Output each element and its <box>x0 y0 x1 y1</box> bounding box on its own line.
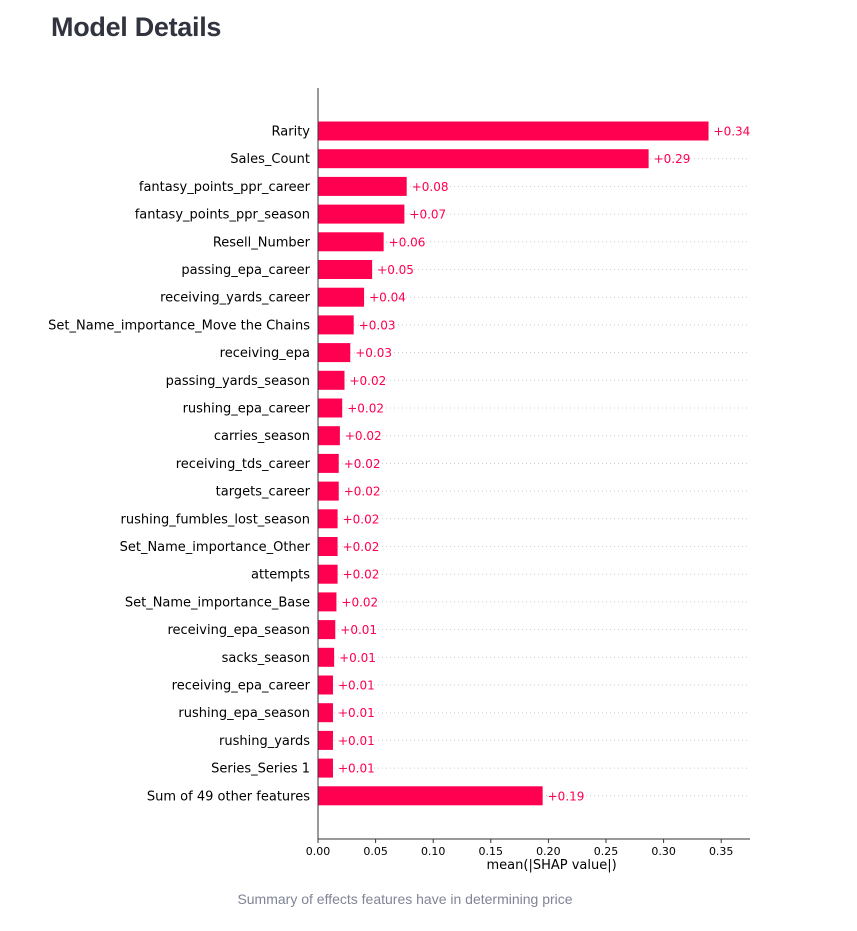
category-label: sacks_season <box>222 651 310 666</box>
x-tick-label: 0.30 <box>651 845 676 858</box>
bar <box>318 786 543 806</box>
bar <box>318 730 333 750</box>
category-label: receiving_yards_career <box>160 291 311 306</box>
value-labels: +0.34 +0.29 +0.08 +0.07 +0.06 +0.05 +0.04 +0.03… <box>338 125 750 804</box>
bar <box>318 564 338 584</box>
value-label: +0.04 <box>369 291 406 305</box>
value-label: +0.08 <box>412 180 449 194</box>
bar <box>318 315 354 335</box>
category-label: receiving_epa <box>220 346 310 361</box>
value-label: +0.34 <box>714 125 751 139</box>
value-label: +0.02 <box>347 402 384 416</box>
bar <box>318 370 345 390</box>
bar <box>318 426 340 446</box>
value-label: +0.01 <box>338 679 375 693</box>
category-label: carries_season <box>214 429 310 444</box>
x-tick-label: 0.15 <box>479 845 504 858</box>
value-label: +0.02 <box>349 374 386 388</box>
category-label: Set_Name_importance_Move the Chains <box>48 318 310 333</box>
value-label: +0.03 <box>359 318 396 332</box>
bar <box>318 592 337 612</box>
value-label: +0.01 <box>338 706 375 720</box>
grid-lines <box>318 130 750 797</box>
bar <box>318 647 335 667</box>
value-label: +0.02 <box>344 457 381 471</box>
value-label: +0.02 <box>341 595 378 609</box>
category-label: Set_Name_importance_Base <box>125 595 310 610</box>
bar <box>318 121 709 141</box>
value-label: +0.02 <box>343 568 380 582</box>
x-tick-label: 0.25 <box>594 845 619 858</box>
category-label: passing_yards_season <box>166 374 310 389</box>
bar <box>318 176 407 196</box>
category-label: passing_epa_career <box>181 263 310 278</box>
bar <box>318 481 339 501</box>
value-label: +0.29 <box>654 152 691 166</box>
category-label: rushing_epa_season <box>178 706 310 721</box>
bar <box>318 343 351 363</box>
bar <box>318 675 333 695</box>
x-tick-label: 0.05 <box>363 845 388 858</box>
value-label: +0.07 <box>409 208 446 222</box>
value-label: +0.01 <box>339 651 376 665</box>
category-labels: Rarity Sales_Count fantasy_points_ppr_care… <box>48 125 310 805</box>
value-label: +0.01 <box>338 734 375 748</box>
x-ticks: 0.00 0.05 0.10 0.15 0.20 0.25 0.30 0.35 <box>306 839 734 858</box>
value-label: +0.01 <box>340 623 377 637</box>
value-label: +0.05 <box>377 263 414 277</box>
bar <box>318 260 373 279</box>
value-label: +0.03 <box>355 346 392 360</box>
bar <box>318 703 333 723</box>
x-tick-label: 0.35 <box>709 845 734 858</box>
category-label: Resell_Number <box>213 235 311 250</box>
category-label: rushing_epa_career <box>183 402 311 417</box>
x-tick-label: 0.00 <box>306 845 331 858</box>
category-label: Series_Series 1 <box>211 762 310 777</box>
category-label: receiving_epa_career <box>172 679 311 694</box>
category-label: fantasy_points_ppr_career <box>139 180 311 195</box>
bar <box>318 509 338 529</box>
page-title: Model Details <box>51 12 222 42</box>
category-label: targets_career <box>216 485 311 500</box>
bar <box>318 287 365 307</box>
value-label: +0.02 <box>343 540 380 554</box>
value-label: +0.02 <box>345 429 382 443</box>
category-label: attempts <box>251 568 310 583</box>
category-label: receiving_tds_career <box>176 457 311 472</box>
value-label: +0.19 <box>548 789 585 803</box>
category-label: rushing_yards <box>219 734 310 749</box>
bar <box>318 204 405 224</box>
category-label: rushing_fumbles_lost_season <box>121 512 310 527</box>
category-label: receiving_epa_season <box>167 623 310 638</box>
x-tick-label: 0.20 <box>536 845 561 858</box>
category-label: Set_Name_importance_Other <box>120 540 311 555</box>
bar <box>318 232 384 252</box>
value-label: +0.02 <box>344 485 381 499</box>
shap-bar-chart: Rarity Sales_Count fantasy_points_ppr_care… <box>48 88 750 873</box>
chart-caption: Summary of effects features have in dete… <box>237 891 573 907</box>
bar <box>318 537 338 556</box>
value-label: +0.02 <box>343 512 380 526</box>
bar <box>318 398 343 418</box>
x-tick-label: 0.10 <box>421 845 446 858</box>
x-axis-label: mean(|SHAP value|) <box>487 858 617 873</box>
category-label: Rarity <box>272 125 311 140</box>
category-label: fantasy_points_ppr_season <box>135 208 310 223</box>
bar <box>318 453 339 473</box>
bar <box>318 758 333 778</box>
value-label: +0.06 <box>389 235 426 249</box>
category-label: Sales_Count <box>230 152 310 167</box>
bar <box>318 149 649 169</box>
bar <box>318 620 336 640</box>
bars <box>318 121 709 806</box>
category-label: Sum of 49 other features <box>147 789 310 804</box>
value-label: +0.01 <box>338 762 375 776</box>
